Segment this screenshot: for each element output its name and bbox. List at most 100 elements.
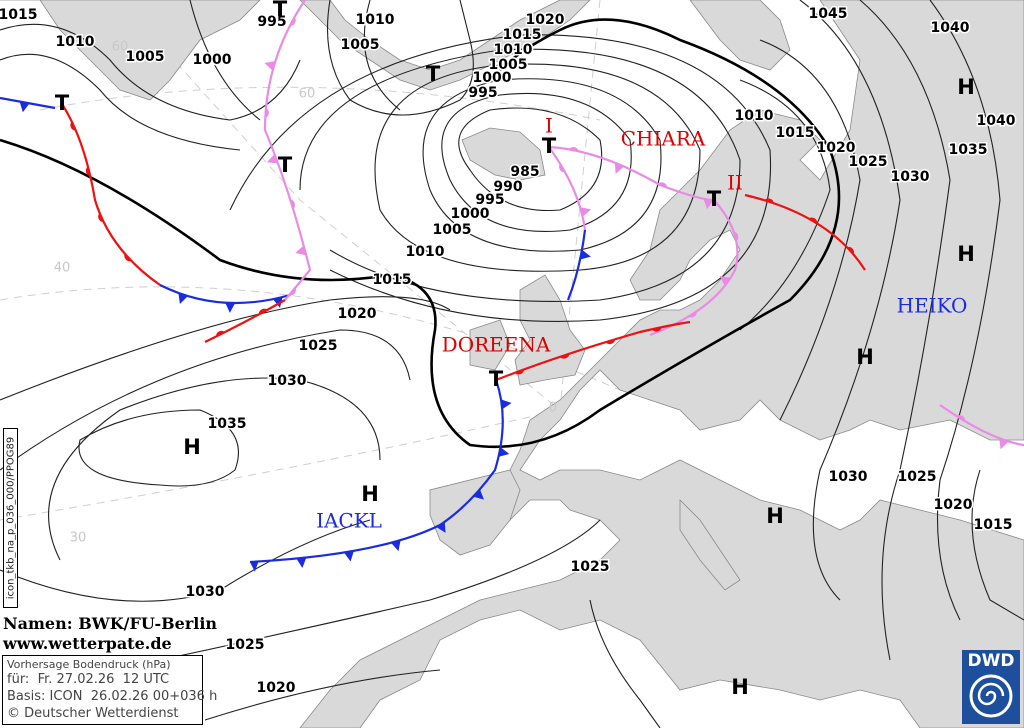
product-code: icon_tkb_na_p_036_000/PPOG89	[5, 436, 16, 600]
greenland-east	[299, 0, 591, 91]
isobar-label: 1000	[451, 206, 490, 222]
svalbard	[689, 0, 791, 71]
cold-front-triangle	[719, 275, 731, 286]
info-copyright: © Deutscher Wetterdienst	[7, 706, 179, 721]
occluded-front-east	[939, 404, 1024, 447]
low-pressure-center: T	[707, 187, 722, 211]
cold-front-triangle	[500, 399, 512, 410]
cold-front-triangle	[272, 296, 283, 308]
cold-front-triangle	[19, 101, 30, 113]
cold-front-iackl	[249, 379, 504, 564]
warm-front-doreena	[495, 320, 691, 382]
isobar-label: 1000	[193, 52, 232, 68]
warm-front-semicircle	[216, 330, 226, 337]
isobar-label: 1035	[208, 416, 247, 432]
isobar-label: 1025	[898, 469, 937, 485]
warm-front-semicircle	[559, 353, 570, 359]
isobar-label: 1010	[406, 244, 445, 260]
dwd-swirl-icon	[969, 674, 1013, 718]
warm-front-semicircle	[651, 327, 662, 332]
isobar-label: 1015	[373, 272, 412, 288]
isobar-label: 995	[257, 14, 286, 30]
warm-front-semicircle	[956, 415, 966, 422]
warm-front-semicircle	[657, 182, 668, 188]
cold-front-triangle	[343, 550, 354, 562]
info-basis: Basis: ICON 26.02.26 00+036 h	[7, 689, 218, 704]
warm-front-semicircle	[733, 231, 739, 242]
cold-front-triangle	[295, 245, 307, 256]
cold-front-triangle	[436, 521, 446, 533]
system-name-doreena: DOREENA	[442, 333, 551, 357]
isobar-label: 1040	[931, 20, 970, 36]
high-pressure-center: H	[856, 345, 874, 369]
warm-front-semicircle	[289, 287, 296, 296]
isobar-label: 1015	[974, 517, 1013, 533]
cold-front-triangle	[296, 557, 307, 568]
cold-front-mid-atlantic	[159, 284, 291, 305]
system-name-chiara: CHIARA	[621, 127, 706, 151]
isobar-label: 1020	[526, 12, 565, 28]
cold-front-triangle	[225, 302, 236, 313]
warm-front-semicircle	[258, 308, 268, 315]
warm-front-semicircle	[846, 246, 855, 255]
isobar-label: 1015	[503, 27, 542, 43]
system-name-ii: II	[727, 171, 743, 195]
isobar-label: 990	[493, 179, 522, 195]
isobar-label: 1020	[817, 140, 856, 156]
occluded-front-west	[263, 0, 312, 301]
dwd-logo-text: DWD	[967, 651, 1015, 671]
grid-label: 0	[549, 401, 557, 416]
warm-front-semicircle	[98, 213, 104, 223]
warm-front-semicircle	[559, 163, 566, 173]
isobar-label: 1005	[489, 57, 528, 73]
info-valid-time: für: Fr. 27.02.26 12 UTC	[7, 672, 170, 687]
warm-front-semicircle	[568, 147, 579, 152]
warm-front-chiara-ii	[744, 193, 866, 271]
isobar-label: 1025	[571, 559, 610, 575]
grid-label: 40	[54, 261, 71, 276]
cold-front-triangle	[178, 292, 188, 304]
isobar-label: 995	[468, 85, 497, 101]
names-credit: Namen: BWK/FU-Berlin	[3, 614, 218, 633]
iceland	[461, 127, 546, 181]
website-link[interactable]: www.wetterpate.de	[3, 634, 172, 653]
warm-front-semicircle	[289, 17, 296, 26]
isobar-1015-bold	[0, 18, 841, 449]
warm-front-semicircle	[808, 217, 818, 224]
isobar-label: 1025	[299, 338, 338, 354]
scandinavia-russia	[299, 0, 1024, 728]
warm-front-semicircle	[265, 107, 269, 118]
isobar-label: 1035	[949, 142, 988, 158]
high-pressure-center: H	[957, 242, 975, 266]
system-name-i: I	[545, 114, 553, 138]
isobar-label: 1030	[186, 584, 225, 600]
high-pressure-center: H	[183, 435, 201, 459]
iberia	[429, 469, 521, 556]
low-pressure-center: T	[273, 0, 288, 21]
cold-front-triangle	[390, 540, 401, 552]
isobar-label: 1015	[776, 125, 815, 141]
cold-front-triangle	[266, 154, 279, 164]
cold-front-triangle	[999, 438, 1009, 450]
system-name-iackl: IACKL	[316, 509, 382, 533]
cold-front-triangle	[614, 162, 625, 174]
warm-front-west-atlantic	[61, 103, 161, 286]
low-pressure-center: T	[55, 91, 70, 115]
dwd-logo: DWD	[962, 650, 1020, 724]
high-pressure-center: H	[361, 482, 379, 506]
low-pressure-center: T	[278, 153, 293, 177]
cold-front-triangle	[498, 447, 510, 457]
isobar-label: 1010	[494, 42, 533, 58]
isobar-label: 1025	[849, 154, 888, 170]
cold-front-triangle	[580, 249, 591, 260]
isobar-label: 1010	[56, 34, 95, 50]
warm-front-semicircle	[688, 311, 697, 318]
high-pressure-center: H	[731, 675, 749, 699]
occluded-front-chiara-south	[548, 146, 587, 231]
isobar-label: 1000	[473, 70, 512, 86]
isobar-label: 1030	[268, 373, 307, 389]
isobar-label: 1010	[356, 12, 395, 28]
